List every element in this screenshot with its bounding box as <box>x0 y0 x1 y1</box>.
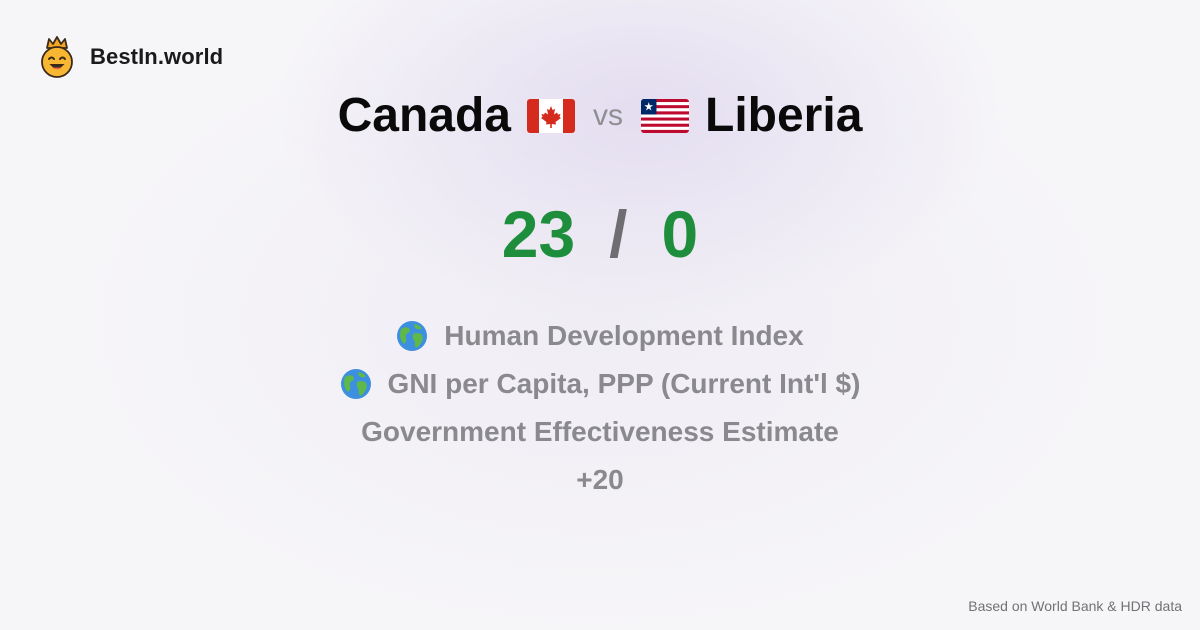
globe-icon <box>397 321 428 351</box>
metric-label: GNI per Capita, PPP (Current Int'l $) <box>387 368 861 399</box>
metric-label: +20 <box>576 464 624 495</box>
metric-item: Human Development Index <box>396 312 804 360</box>
right-score: 0 <box>661 197 699 271</box>
metric-item: GNI per Capita, PPP (Current Int'l $) <box>340 360 861 408</box>
canada-flag-icon <box>527 98 575 133</box>
crowned-smiley-icon <box>41 36 73 78</box>
left-country-name: Canada <box>337 89 511 142</box>
metric-item: Government Effectiveness Estimate <box>361 408 839 456</box>
metric-list: Human Development Index GNI per Capita, … <box>0 312 1200 504</box>
more-metrics-count: +20 <box>576 456 624 504</box>
score: 23 / 0 <box>0 196 1200 272</box>
globe-icon <box>340 369 371 399</box>
liberia-flag-icon <box>641 98 689 133</box>
comparison-title: Canada vs Liberia <box>0 88 1200 143</box>
data-source-note: Based on World Bank & HDR data <box>968 598 1182 614</box>
metric-label: Human Development Index <box>444 320 804 351</box>
left-score: 23 <box>501 197 576 271</box>
brand-name: BestIn.world <box>90 44 224 69</box>
right-country-name: Liberia <box>705 89 863 142</box>
score-separator: / <box>609 197 628 271</box>
metric-label: Government Effectiveness Estimate <box>361 416 839 447</box>
brand[interactable]: BestIn.world <box>38 36 223 78</box>
vs-label: vs <box>593 98 623 132</box>
